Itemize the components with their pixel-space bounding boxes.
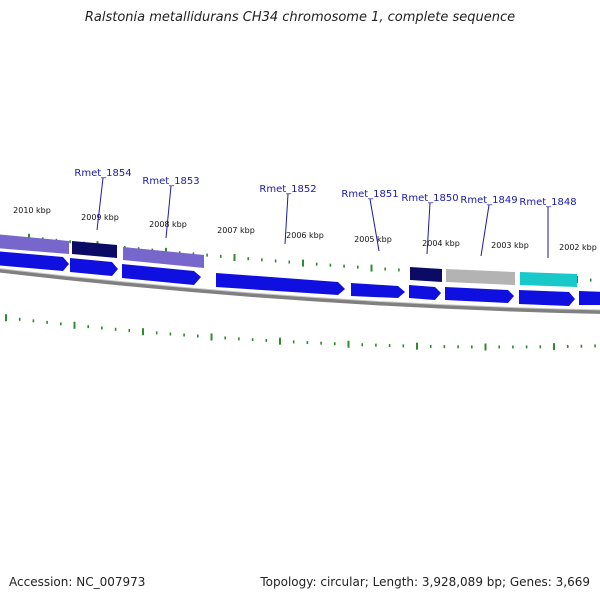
accession-text: Accession: NC_007973 (9, 575, 146, 589)
gene-label: Rmet_1848 (519, 197, 576, 208)
kbp-label: 2003 kbp (491, 241, 529, 250)
feature-lavender (123, 247, 204, 268)
kbp-label: 2002 kbp (559, 243, 597, 252)
scale-ticks-inner (5, 314, 596, 351)
label-leader-line (165, 185, 172, 239)
gene-arrow (351, 283, 405, 298)
chromosome-backbone (0, 268, 600, 314)
kbp-labels: 2010 kbp 2009 kbp 2008 kbp 2007 kbp 2006… (13, 206, 597, 252)
gene-arrow (409, 285, 441, 300)
gene-labels: Rmet_1854 Rmet_1853 Rmet_1852 Rmet_1851 … (74, 168, 576, 208)
gene-arrow (0, 251, 69, 271)
gene-arrow (445, 287, 514, 303)
label-leader-line (426, 202, 431, 255)
label-leader-line (480, 204, 490, 257)
gene-arrow (216, 273, 345, 295)
kbp-label: 2007 kbp (217, 226, 255, 235)
label-leader-line (96, 177, 104, 231)
kbp-label: 2009 kbp (81, 213, 119, 222)
feature-navy (410, 267, 442, 282)
gene-arrow (70, 258, 118, 276)
kbp-label: 2008 kbp (149, 220, 187, 229)
topology-summary: Topology: circular; Length: 3,928,089 bp… (260, 575, 590, 589)
gene-arrow (519, 290, 575, 306)
gene-arrow (122, 264, 201, 285)
label-leader-line (284, 193, 289, 245)
feature-navy (72, 241, 117, 258)
gene-arrow-track (0, 251, 600, 306)
gene-label-lines (96, 177, 549, 258)
feature-cyan (520, 272, 577, 287)
gene-label: Rmet_1850 (401, 193, 458, 204)
feature-gray (446, 269, 515, 285)
gene-label: Rmet_1849 (460, 195, 517, 206)
label-leader-line (369, 198, 380, 252)
feature-lavender (0, 234, 69, 254)
kbp-label: 2004 kbp (422, 239, 460, 248)
gene-label: Rmet_1854 (74, 168, 131, 179)
kbp-label: 2005 kbp (354, 235, 392, 244)
kbp-label: 2006 kbp (286, 231, 324, 240)
gene-label: Rmet_1853 (142, 176, 199, 187)
gene-label: Rmet_1852 (259, 184, 316, 195)
kbp-label: 2010 kbp (13, 206, 51, 215)
map-title: Ralstonia metallidurans CH34 chromosome … (84, 10, 516, 25)
gene-label: Rmet_1851 (341, 189, 398, 200)
gene-arrow (579, 291, 600, 305)
outer-feature-track (0, 234, 577, 287)
